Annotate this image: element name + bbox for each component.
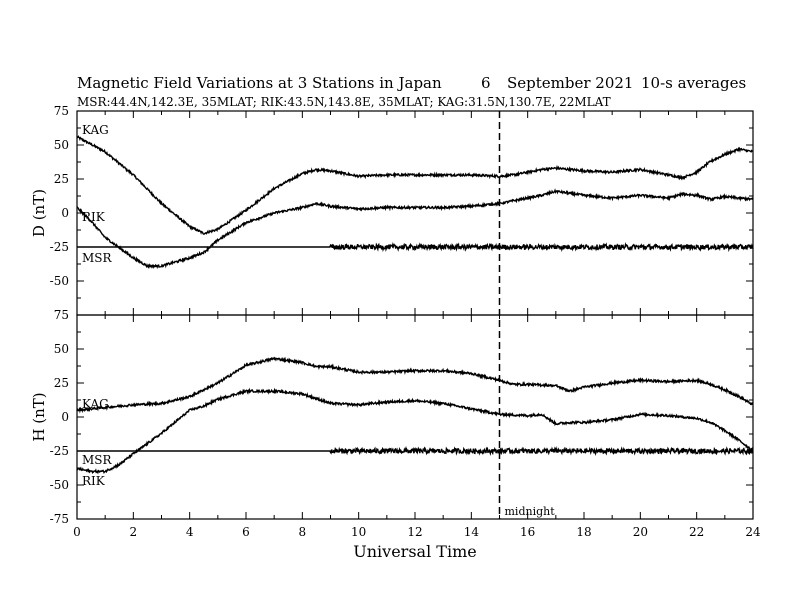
x-tick-label: 8 — [299, 525, 307, 539]
series-line-rik — [76, 188, 754, 270]
x-tick-label: 2 — [130, 525, 138, 539]
y-tick-label: -75 — [50, 512, 69, 526]
series-label-kag: KAG — [82, 397, 109, 411]
series-label-rik: RIK — [82, 210, 106, 224]
y-tick-label: 0 — [61, 410, 69, 424]
x-tick-label: 20 — [633, 525, 648, 539]
y-tick-label: 50 — [54, 138, 69, 152]
plot-frame — [76, 110, 754, 316]
y-tick-label: 25 — [54, 376, 69, 390]
y-tick-label: -25 — [50, 444, 69, 458]
declination-panel: -50 -25 0 25 50 75 KAG RIK MSR — [50, 104, 754, 316]
x-tick-label: 6 — [242, 525, 250, 539]
chart-day: 6 — [481, 74, 491, 92]
midnight-overlay: midnight — [498, 111, 556, 519]
station-coordinates: MSR:44.4N,142.3E, 35MLAT; RIK:43.5N,143.… — [77, 95, 611, 109]
x-tick-label: 16 — [520, 525, 535, 539]
x-tick-label: 14 — [464, 525, 480, 539]
series-line-kag — [76, 356, 754, 414]
y-tick-label: 25 — [54, 172, 69, 186]
series-label-msr: MSR — [82, 251, 113, 265]
y-tick-label: -50 — [50, 274, 69, 288]
midnight-label: midnight — [505, 505, 556, 518]
y-tick-label: 0 — [61, 206, 69, 220]
series-line-kag — [76, 135, 754, 236]
x-tick-label: 22 — [689, 525, 704, 539]
chart-month-year: September 2021 — [507, 74, 633, 92]
series-line-msr — [77, 445, 754, 457]
y-axis-label-d: D (nT) — [30, 189, 48, 237]
y-tick-label: -50 — [50, 478, 69, 492]
chart-averaging: 10-s averages — [641, 74, 746, 92]
x-tick-label: 4 — [186, 525, 194, 539]
chart-title: Magnetic Field Variations at 3 Stations … — [77, 74, 442, 92]
plot-frame — [76, 314, 754, 520]
x-tick-label: 18 — [576, 525, 591, 539]
y-tick-label: 75 — [54, 308, 69, 322]
series-label-msr: MSR — [82, 453, 113, 467]
y-axis-label-h: H (nT) — [30, 392, 48, 441]
x-tick-label: 24 — [745, 525, 761, 539]
series-label-kag: KAG — [82, 123, 109, 137]
y-tick-label: -25 — [50, 240, 69, 254]
x-tick-label: 12 — [407, 525, 422, 539]
x-axis-label: Universal Time — [353, 542, 476, 561]
y-tick-label: 50 — [54, 342, 69, 356]
y-tick-label: 75 — [54, 104, 69, 118]
series-label-rik: RIK — [82, 474, 106, 488]
x-tick-label: 0 — [73, 525, 81, 539]
series-line-msr — [77, 241, 754, 253]
x-tick-label: 10 — [351, 525, 366, 539]
series-line-rik — [76, 387, 754, 475]
